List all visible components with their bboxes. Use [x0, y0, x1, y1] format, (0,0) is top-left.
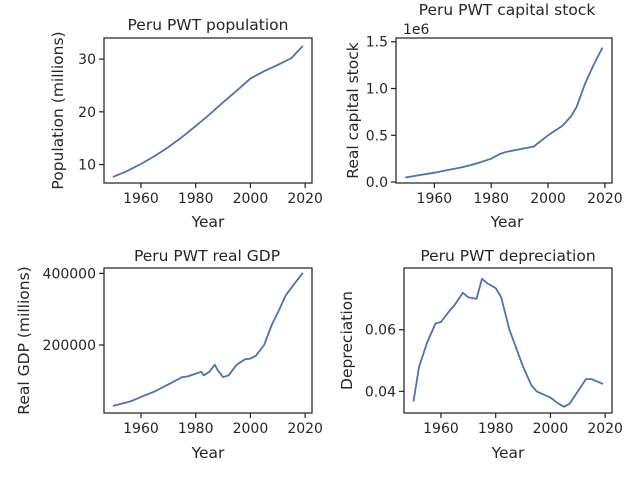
- gdp-y-tick-label: 400000: [43, 266, 96, 282]
- depreciation-panel: Peru PWT depreciation Year Depreciation …: [338, 247, 623, 462]
- population-y-axis-label: Population (millions): [49, 31, 67, 189]
- depreciation-plot-frame: [403, 267, 613, 414]
- capital-x-axis-label: Year: [490, 213, 524, 231]
- population-y-tick-label: 20: [78, 105, 96, 121]
- gdp-chart-title: Peru PWT real GDP: [134, 247, 280, 265]
- gdp-x-tick-label: 2020: [287, 421, 323, 437]
- gdp-plot-frame: [103, 267, 313, 414]
- capital-y-tick-label: 0.0: [366, 175, 388, 191]
- depreciation-chart-title: Peru PWT depreciation: [420, 247, 595, 265]
- depreciation-x-axis-label: Year: [491, 444, 525, 462]
- gdp-y-tick-label: 200000: [43, 338, 96, 354]
- capital-y-axis-label: Real capital stock: [344, 42, 362, 178]
- population-x-tick-label: 2020: [287, 191, 323, 207]
- capital-y-offset-text: 1e6: [403, 22, 430, 38]
- population-series-line: [112, 45, 304, 178]
- capital-y-tick-label: 0.5: [366, 128, 388, 144]
- depreciation-x-tick-label: 2000: [533, 421, 569, 437]
- depreciation-x-tick-label: 1980: [478, 421, 514, 437]
- capital-stock-panel: Peru PWT capital stock 1e6 Year Real cap…: [344, 1, 623, 231]
- gdp-x-tick-label: 1980: [178, 421, 214, 437]
- capital-x-tick-label: 2000: [530, 191, 566, 207]
- capital-x-tick-label: 1980: [473, 191, 509, 207]
- population-x-tick-label: 2000: [233, 191, 269, 207]
- depreciation-y-tick-label: 0.06: [365, 323, 396, 339]
- population-chart-title: Peru PWT population: [127, 16, 288, 34]
- population-y-tick-label: 10: [78, 158, 96, 174]
- capital-x-tick-label: 1960: [417, 191, 453, 207]
- gdp-series-line: [112, 272, 304, 407]
- population-panel: Peru PWT population Year Population (mil…: [49, 16, 323, 231]
- capital-x-tick-label: 2020: [587, 191, 623, 207]
- depreciation-y-tick-label: 0.04: [365, 384, 396, 400]
- population-x-tick-label: 1980: [178, 191, 214, 207]
- capital-series-line: [404, 47, 603, 179]
- real-gdp-panel: Peru PWT real GDP Year Real GDP (million…: [15, 247, 323, 462]
- capital-y-tick-label: 1.0: [366, 82, 388, 98]
- gdp-x-axis-label: Year: [191, 444, 225, 462]
- capital-plot-frame: [395, 37, 613, 184]
- gdp-y-axis-label: Real GDP (millions): [15, 266, 33, 414]
- gdp-x-tick-label: 1960: [123, 421, 159, 437]
- capital-chart-title: Peru PWT capital stock: [419, 1, 596, 19]
- population-x-axis-label: Year: [191, 213, 225, 231]
- population-plot-frame: [103, 37, 313, 184]
- depreciation-x-tick-label: 2020: [587, 421, 623, 437]
- population-x-tick-label: 1960: [123, 191, 159, 207]
- gdp-x-tick-label: 2000: [233, 421, 269, 437]
- capital-y-tick-label: 1.5: [366, 35, 388, 51]
- population-y-tick-label: 30: [78, 52, 96, 68]
- depreciation-y-axis-label: Depreciation: [338, 291, 356, 390]
- depreciation-series-line: [412, 277, 604, 408]
- depreciation-x-tick-label: 1960: [423, 421, 459, 437]
